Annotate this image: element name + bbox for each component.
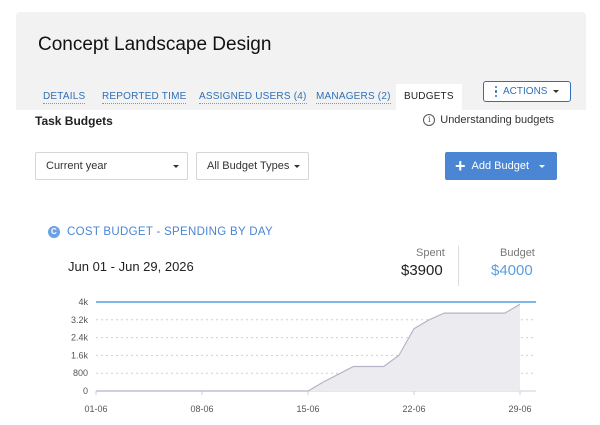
x-tick-label: 15-06 xyxy=(296,404,319,414)
understanding-budgets-label: Understanding budgets xyxy=(440,114,554,126)
budget-type-select-value: All Budget Types xyxy=(207,160,290,172)
add-budget-button[interactable]: + Add Budget xyxy=(445,152,557,180)
budget-card-header: C COST BUDGET - SPENDING BY DAY xyxy=(48,226,273,238)
section-title: Task Budgets xyxy=(35,114,113,128)
info-icon: i xyxy=(423,114,436,126)
y-tick-label: 800 xyxy=(73,368,88,378)
budget-card-title: COST BUDGET - SPENDING BY DAY xyxy=(67,226,273,238)
page-title: Concept Landscape Design xyxy=(38,34,272,55)
actions-label: ACTIONS xyxy=(503,86,548,97)
stat-divider xyxy=(458,246,459,286)
period-select[interactable]: Current year xyxy=(35,152,188,180)
spent-value: $3900 xyxy=(401,262,443,279)
tab-assigned-users[interactable]: ASSIGNED USERS (4) xyxy=(199,91,307,104)
y-tick-label: 1.6k xyxy=(71,350,89,360)
x-tick-label: 22-06 xyxy=(402,404,425,414)
spending-chart: 0 800 1.6k 2.4k 3.2k 4k 01-06 08-06 15-06 22-06 2… xyxy=(71,297,536,414)
x-tick-label: 08-06 xyxy=(190,404,213,414)
tab-reported-time[interactable]: REPORTED TIME xyxy=(102,91,187,104)
x-tick-label: 01-06 xyxy=(84,404,107,414)
budget-value: $4000 xyxy=(491,262,533,279)
period-select-value: Current year xyxy=(46,160,108,172)
budget-label: Budget xyxy=(500,247,535,259)
x-tick-label: 29-06 xyxy=(508,404,531,414)
caret-down-icon xyxy=(539,164,546,168)
spent-label: Spent xyxy=(416,247,445,259)
cost-badge-icon: C xyxy=(48,226,60,238)
plus-icon: + xyxy=(455,156,466,176)
spending-line xyxy=(96,303,521,392)
tab-budgets[interactable]: BUDGETS xyxy=(396,84,462,110)
budget-type-select[interactable]: All Budget Types xyxy=(196,152,309,180)
y-tick-label: 0 xyxy=(83,386,88,396)
caret-down-icon xyxy=(294,165,300,168)
tab-managers[interactable]: MANAGERS (2) xyxy=(316,91,391,104)
y-tick-label: 2.4k xyxy=(71,333,89,343)
y-tick-label: 3.2k xyxy=(71,315,89,325)
date-range: Jun 01 - Jun 29, 2026 xyxy=(68,259,194,274)
kebab-icon xyxy=(494,85,498,98)
caret-down-icon xyxy=(553,90,560,93)
y-tick-label: 4k xyxy=(78,297,88,307)
caret-down-icon xyxy=(173,165,179,168)
spending-area xyxy=(96,304,520,391)
actions-button[interactable]: ACTIONS xyxy=(483,81,571,102)
task-header: Concept Landscape Design DETAILS REPORTE… xyxy=(16,12,586,110)
understanding-budgets-link[interactable]: i Understanding budgets xyxy=(423,114,554,126)
tab-details[interactable]: DETAILS xyxy=(43,91,86,104)
add-budget-label: Add Budget xyxy=(471,160,530,172)
